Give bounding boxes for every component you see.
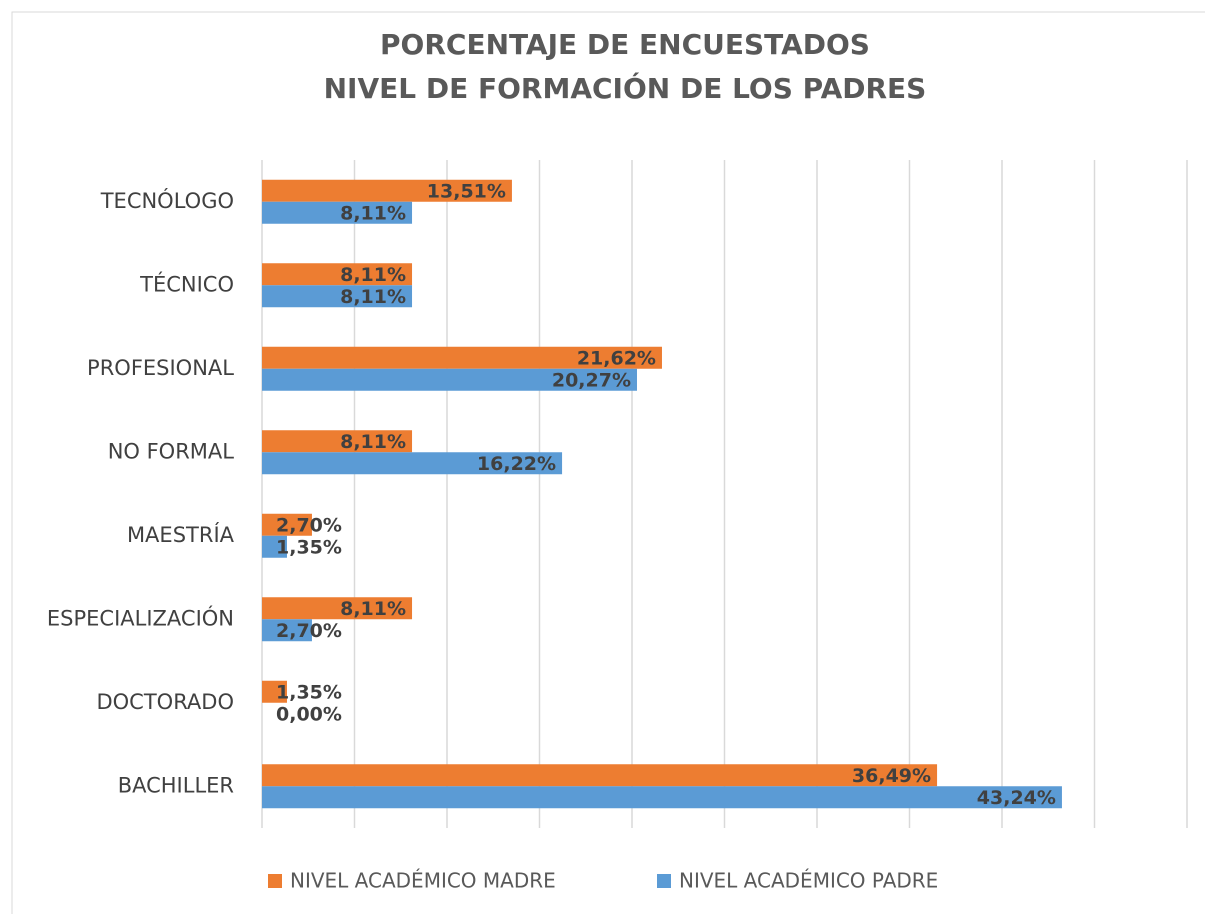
data-label: 2,70% <box>276 620 342 642</box>
data-label: 1,35% <box>276 681 342 703</box>
legend-label: NIVEL ACADÉMICO PADRE <box>679 869 938 893</box>
legend-swatch <box>657 874 671 888</box>
chart-frame <box>11 11 1205 914</box>
data-label: 16,22% <box>477 453 556 475</box>
legend-label: NIVEL ACADÉMICO MADRE <box>290 869 556 893</box>
bar <box>262 201 413 224</box>
bar <box>262 764 938 787</box>
y-tick-label: ESPECIALIZACIÓN <box>47 605 234 630</box>
y-tick-label: TECNÓLOGO <box>100 188 234 213</box>
data-label: 43,24% <box>977 787 1056 809</box>
data-label: 8,11% <box>340 431 406 453</box>
chart-subtitle: NIVEL DE FORMACIÓN DE LOS PADRES <box>324 71 927 105</box>
data-label: 8,11% <box>340 202 406 224</box>
y-tick-label: BACHILLER <box>118 773 234 797</box>
data-label: 8,11% <box>340 598 406 620</box>
y-tick-label: MAESTRÍA <box>127 522 235 547</box>
bar <box>262 346 662 369</box>
bar <box>262 513 312 536</box>
y-tick-label: TÉCNICO <box>139 271 234 296</box>
bar <box>262 535 287 558</box>
chart-title: PORCENTAJE DE ENCUESTADOS <box>380 28 870 61</box>
bar <box>262 786 1062 809</box>
bar <box>262 368 637 391</box>
data-label: 1,35% <box>276 536 342 558</box>
data-label: 13,51% <box>427 180 506 202</box>
data-label: 8,11% <box>340 264 406 286</box>
data-label: 2,70% <box>276 514 342 536</box>
y-tick-label: DOCTORADO <box>96 690 234 714</box>
y-tick-label: PROFESIONAL <box>87 356 234 380</box>
bar <box>262 430 413 453</box>
data-label: 20,27% <box>552 369 631 391</box>
data-label: 0,00% <box>276 703 342 725</box>
y-tick-label: NO FORMAL <box>108 439 235 463</box>
bar <box>262 597 413 620</box>
bar <box>262 179 512 202</box>
data-label: 21,62% <box>577 347 656 369</box>
legend-swatch <box>268 874 282 888</box>
bar <box>262 680 287 703</box>
bar <box>262 285 413 308</box>
bar <box>262 452 563 475</box>
bar <box>262 263 413 286</box>
bar <box>262 619 312 642</box>
data-label: 8,11% <box>340 286 406 308</box>
data-label: 36,49% <box>852 765 931 787</box>
